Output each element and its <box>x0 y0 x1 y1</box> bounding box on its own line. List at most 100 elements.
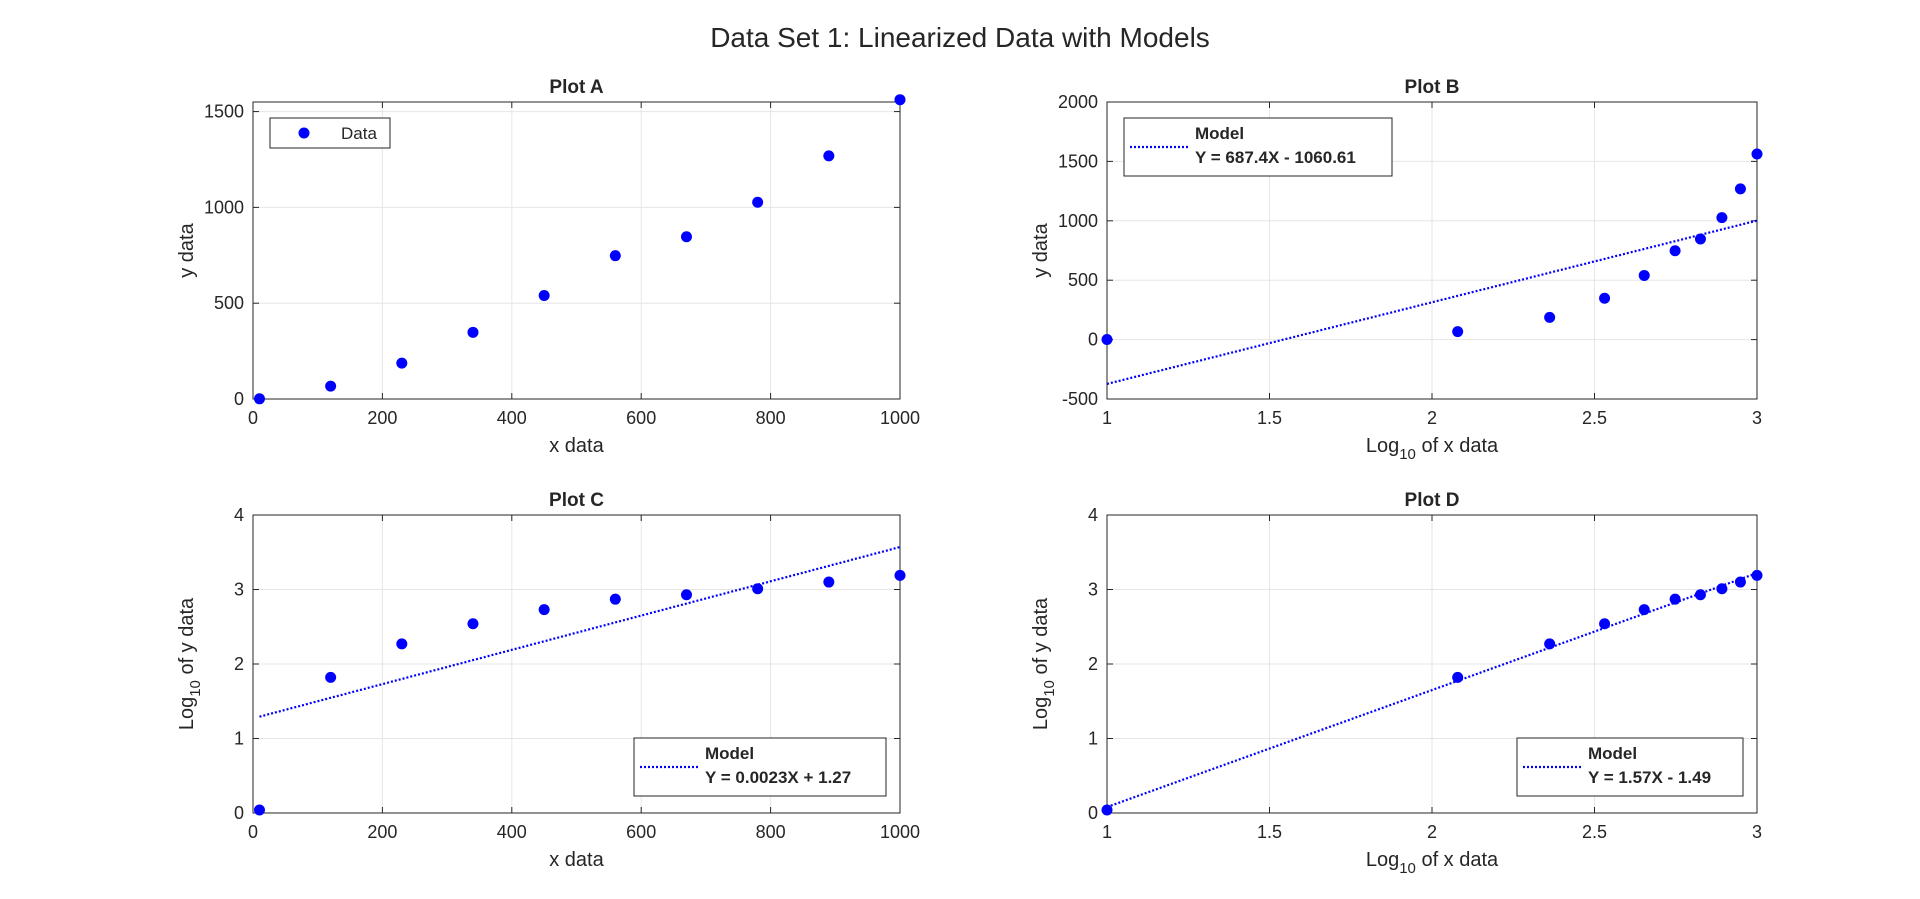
y-tick-label: 1000 <box>1058 211 1098 231</box>
x-tick-label: 400 <box>497 822 527 842</box>
x-axis-label-rest: of x data <box>1416 849 1499 871</box>
legend-label: Model <box>705 744 754 763</box>
data-point <box>1734 183 1746 195</box>
plot-c: 0 200 400 600 800 1000 0 1 2 3 4 Plot C x data Log10 … <box>176 490 920 871</box>
y-tick-label: 0 <box>234 389 244 409</box>
legend-equation: Y = 0.0023X + 1.27 <box>705 768 851 787</box>
x-tick-label: 2 <box>1427 408 1437 428</box>
y-tick-label: 0 <box>1088 803 1098 823</box>
y-tick-label: 0 <box>234 803 244 823</box>
data-point <box>467 618 479 630</box>
legend-box <box>1516 737 1744 797</box>
legend-label: Model <box>1195 124 1244 143</box>
legend-label: Data <box>341 124 377 143</box>
y-tick-label: 2 <box>1088 654 1098 674</box>
x-tick-label: 1 <box>1102 408 1112 428</box>
data-point <box>1544 311 1556 323</box>
data-point <box>894 94 906 106</box>
legend-equation: Y = 1.57X - 1.49 <box>1588 768 1711 787</box>
legend: Model Y = 687.4X - 1060.61 <box>1123 117 1393 177</box>
data-point <box>1669 593 1681 605</box>
x-tick-label: 1000 <box>880 408 920 428</box>
y-tick-label: 3 <box>1088 580 1098 600</box>
legend-equation: Y = 687.4X - 1060.61 <box>1195 148 1356 167</box>
legend-box <box>633 737 887 797</box>
y-axis-label-sub: 10 <box>187 680 204 697</box>
x-tick-label: 200 <box>367 822 397 842</box>
data-point <box>1734 576 1746 588</box>
plot-b: 1 1.5 2 2.5 3 -500 0 500 1000 1500 2000 Plot B Log10… <box>1030 77 1763 463</box>
data-point <box>1751 148 1763 160</box>
data-point <box>253 804 265 816</box>
plot-title: Plot A <box>549 77 603 98</box>
data-point <box>467 326 479 338</box>
x-tick-label: 0 <box>248 408 258 428</box>
y-tick-label: 2 <box>234 654 244 674</box>
data-point <box>1694 233 1706 245</box>
y-axis-label: Log10 of y data <box>176 597 204 730</box>
x-tick-label: 2 <box>1427 822 1437 842</box>
data-point <box>1544 638 1556 650</box>
x-axis-label-main: Log <box>1366 849 1399 871</box>
data-point <box>894 569 906 581</box>
data-point <box>1599 292 1611 304</box>
y-axis-label-main: Log <box>1030 697 1052 730</box>
data-point <box>396 357 408 369</box>
data-point <box>680 231 692 243</box>
x-axis-label-sub: 10 <box>1399 446 1416 463</box>
data-point <box>1638 269 1650 281</box>
data-point <box>1101 333 1113 345</box>
legend: Model Y = 0.0023X + 1.27 <box>633 737 887 797</box>
legend-box <box>269 117 391 149</box>
figure-title: Data Set 1: Linearized Data with Models <box>710 22 1210 53</box>
y-tick-label: 0 <box>1088 330 1098 350</box>
data-point <box>1101 804 1113 816</box>
legend: Model Y = 1.57X - 1.49 <box>1516 737 1744 797</box>
y-axis-label-rest: of y data <box>1030 597 1052 680</box>
data-point <box>1452 326 1464 338</box>
data-point <box>325 380 337 392</box>
data-point <box>1694 589 1706 601</box>
y-tick-label: 1000 <box>204 197 244 217</box>
y-tick-label: 1500 <box>1058 151 1098 171</box>
data-point <box>1599 618 1611 630</box>
data-point <box>1638 604 1650 616</box>
y-axis-label-main: Log <box>176 697 198 730</box>
y-tick-label: 2000 <box>1058 92 1098 112</box>
data-point <box>253 393 265 405</box>
legend-label: Model <box>1588 744 1637 763</box>
data-point <box>1716 212 1728 224</box>
x-axis-label: Log10 of x data <box>1366 849 1499 877</box>
data-point <box>752 196 764 208</box>
y-axis-label: y data <box>176 222 198 277</box>
x-tick-label: 600 <box>626 822 656 842</box>
x-axis-label-main: Log <box>1366 435 1399 457</box>
y-tick-label: 4 <box>1088 505 1098 525</box>
legend-box <box>1123 117 1393 177</box>
data-point <box>1716 583 1728 595</box>
legend: Data <box>269 117 391 149</box>
data-point <box>1669 245 1681 257</box>
y-tick-label: 4 <box>234 505 244 525</box>
plot-a: 0 200 400 600 800 1000 0 500 1000 1500 Plot A x dat… <box>176 77 920 457</box>
plot-title: Plot D <box>1405 490 1460 511</box>
y-axis-label: y data <box>1030 222 1052 277</box>
data-point <box>396 638 408 650</box>
x-tick-label: 2.5 <box>1582 408 1607 428</box>
x-tick-label: 2.5 <box>1582 822 1607 842</box>
y-tick-label: 1 <box>1088 729 1098 749</box>
legend-marker-dot <box>298 127 310 139</box>
x-tick-label: 1.5 <box>1257 822 1282 842</box>
x-axis-label: x data <box>549 849 604 871</box>
data-point <box>325 671 337 683</box>
x-axis-label-sub: 10 <box>1399 860 1416 877</box>
axes-frame <box>252 101 901 400</box>
y-tick-label: -500 <box>1062 389 1098 409</box>
y-tick-label: 500 <box>1068 270 1098 290</box>
data-point <box>1751 569 1763 581</box>
y-tick-label: 500 <box>214 293 244 313</box>
data-point <box>680 589 692 601</box>
